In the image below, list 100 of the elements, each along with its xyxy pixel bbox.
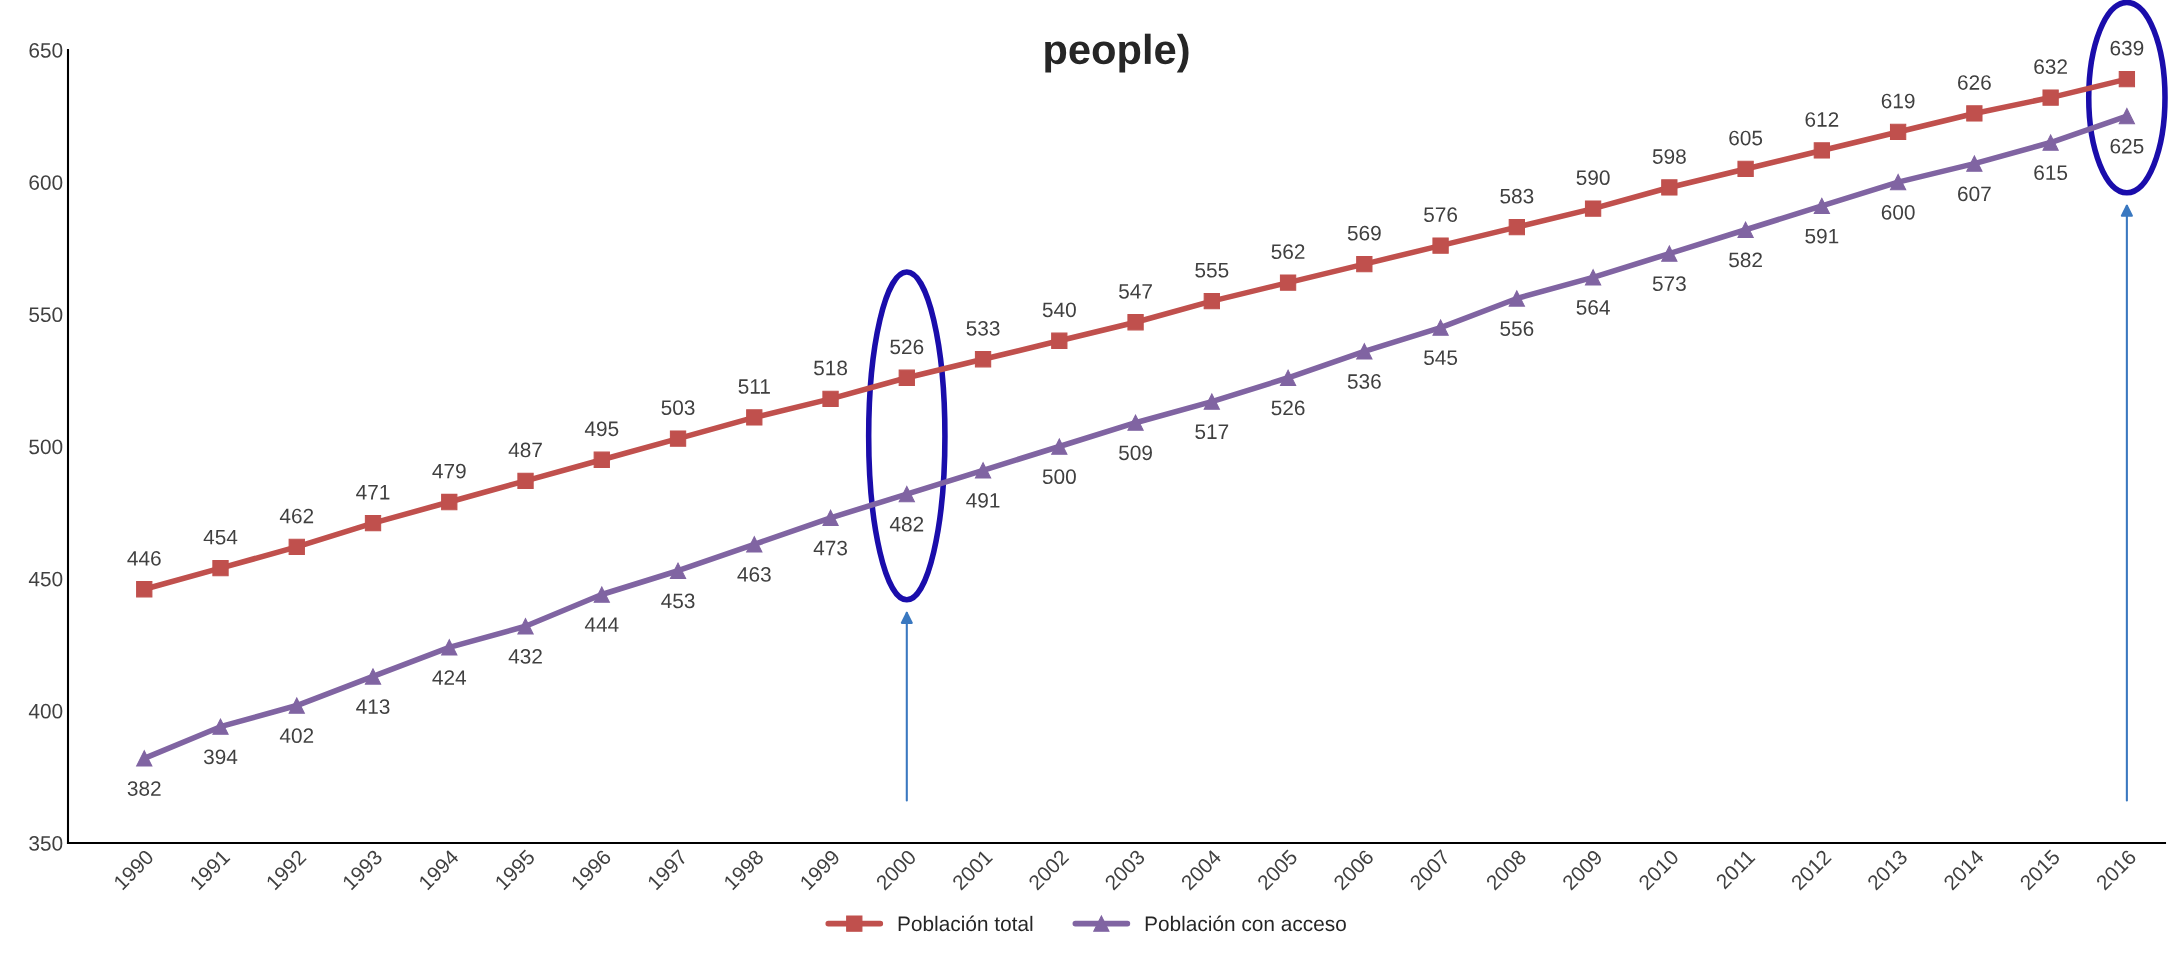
point [1889,123,1907,141]
point [593,451,610,468]
data-label: 482 [889,516,924,532]
data-label: 545 [1424,350,1458,366]
data-label: 526 [1271,400,1305,416]
data-label: 536 [1347,374,1381,389]
data-label: 453 [661,593,695,609]
data-label: 495 [584,421,619,437]
data-label: 562 [1271,244,1305,260]
point [1737,160,1754,178]
data-label: 626 [1958,75,1991,90]
legend-label: Población con acceso [1145,915,1346,932]
data-label: 591 [1805,228,1839,244]
data-label: 402 [279,728,314,744]
data-label: 615 [2034,165,2068,181]
point [746,409,763,426]
point [898,369,915,386]
data-label: 454 [203,529,238,545]
point [1813,197,1831,215]
legend-label: Población total [898,915,1033,932]
point [1889,174,1907,191]
y-tick-label: 550 [29,307,63,323]
point [1432,319,1449,336]
point [1432,237,1449,254]
point [746,536,763,553]
point [898,485,915,503]
point [2042,89,2059,106]
data-label: 471 [356,485,390,500]
point [441,493,458,511]
point [1508,290,1525,307]
point [212,559,229,577]
data-label: 632 [2034,59,2067,75]
point [1127,314,1144,331]
y-tick-label: 450 [28,571,63,587]
point [1813,142,1831,159]
data-label: 625 [2110,138,2144,154]
point [1966,155,1983,172]
data-label: 605 [1729,130,1763,146]
point [1508,218,1525,236]
point [517,618,534,635]
data-label: 444 [584,617,619,632]
data-label: 576 [1424,207,1458,223]
data-label: 607 [1958,186,1991,202]
point [1737,221,1754,238]
point [1584,200,1602,217]
point [136,750,153,767]
data-label: 573 [1652,276,1686,292]
point [364,515,382,532]
point [364,668,382,685]
point [1356,343,1373,360]
data-label: 479 [432,463,466,479]
data-label: 518 [814,360,848,376]
y-tick-label: 400 [28,703,63,719]
point [2118,107,2136,125]
point [212,718,229,735]
point [1051,332,1068,349]
point [669,562,687,579]
data-label: 556 [1500,321,1534,336]
point [441,639,458,656]
data-label: 612 [1805,112,1839,127]
data-label: 564 [1576,300,1610,315]
point [1966,105,1983,122]
y-tick-label: 600 [29,175,63,190]
data-label: 424 [432,670,467,685]
y-tick-label: 350 [29,836,63,851]
point [1203,292,1220,310]
data-label: 526 [890,339,924,355]
data-label: 547 [1119,284,1152,299]
point [669,430,687,447]
point [593,586,610,603]
data-label: 509 [1119,445,1152,461]
data-label: 487 [508,442,542,458]
data-label: 540 [1042,302,1076,318]
data-label: 619 [1881,93,1915,109]
point [822,390,839,408]
point [1661,245,1678,262]
point [1279,369,1297,386]
data-label: 432 [508,649,542,664]
data-label: 511 [738,379,770,394]
y-tick-label: 500 [29,439,63,455]
point [517,472,534,490]
point [1661,179,1678,196]
point [974,462,992,479]
data-label: 446 [127,550,161,566]
data-label: 500 [1042,469,1076,485]
point [1203,393,1220,410]
point [2042,134,2059,151]
data-label: 413 [356,699,390,714]
point [1279,274,1297,291]
data-label: 503 [661,400,695,416]
point [2118,70,2136,88]
data-label: 463 [737,567,771,582]
point [136,581,153,598]
data-label: 473 [813,540,848,556]
data-label: 491 [966,493,1000,508]
data-label: 555 [1195,263,1229,278]
data-label: 394 [203,749,238,765]
point [288,697,305,714]
y-tick-label: 650 [29,43,63,58]
data-label: 590 [1576,170,1610,186]
